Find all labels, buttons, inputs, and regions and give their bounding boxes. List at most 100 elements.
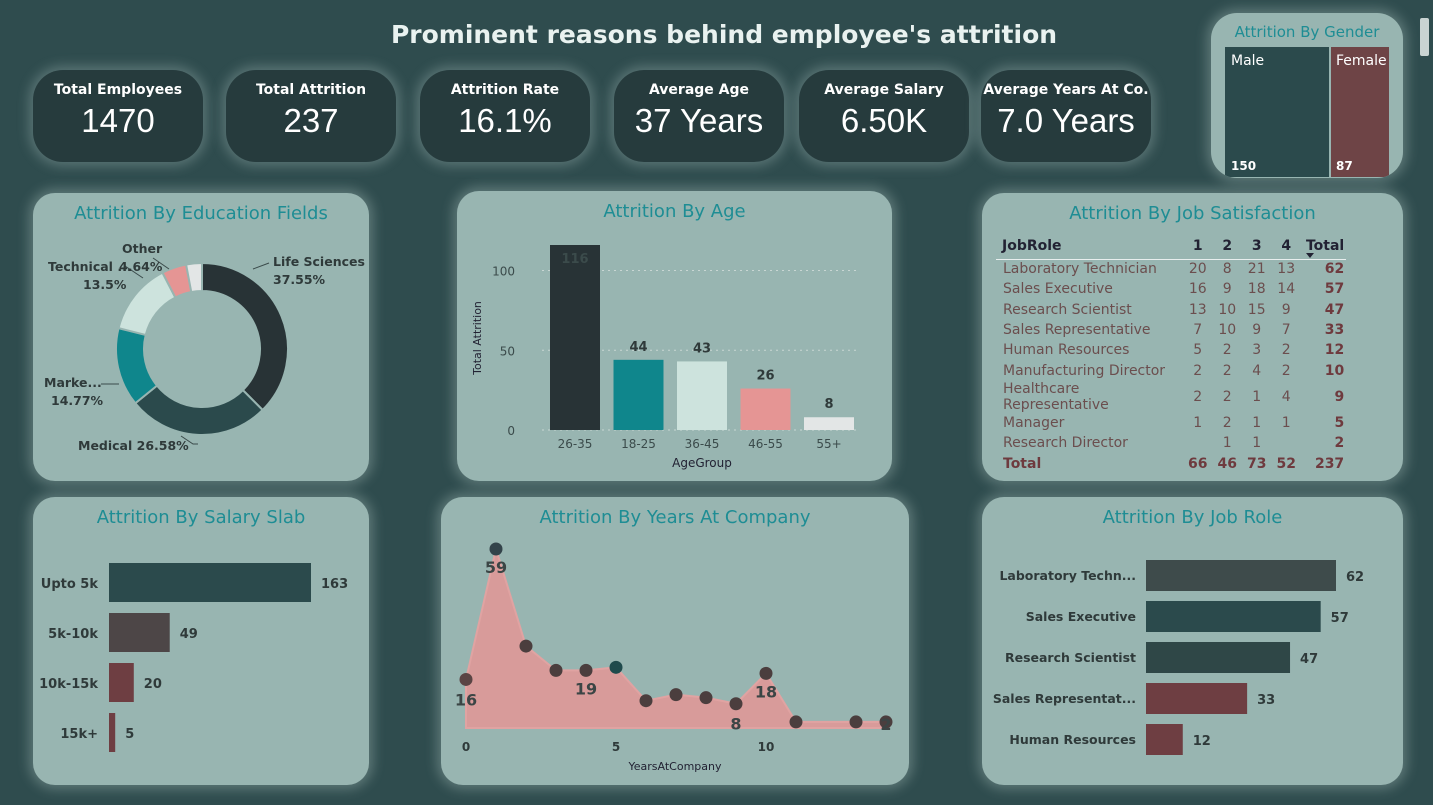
data-point[interactable] [729,697,743,711]
sort-desc-icon[interactable] [1306,253,1314,258]
table-row[interactable]: Human Resources 5 2 3 2 12 [998,340,1349,360]
y-tick-label: 50 [500,344,515,358]
x-tick-label: 36-45 [685,437,720,451]
col-header-1[interactable]: 1 [1192,238,1203,254]
gender-female-tile[interactable]: Female 87 [1331,47,1389,177]
y-tick-label: 100 [492,265,515,279]
kpi-label: Average Age [648,82,750,98]
bar-value-label: 12 [1193,734,1211,749]
kpi-label: Average Salary [824,82,944,98]
education-card[interactable]: Attrition By Education Fields Life Scien… [33,193,369,481]
jobrole-card[interactable]: Attrition By Job Role Laboratory Techn..… [982,497,1403,785]
cell-total: 62 [1324,261,1345,278]
donut-slice[interactable] [184,261,203,294]
total-value: 237 [1314,455,1345,472]
cell-total: 2 [1334,435,1345,452]
kpi-total-employees[interactable]: Total Employees 1470 [33,70,203,162]
point-value-label: 16 [455,690,477,709]
cell-count: 2 [1193,388,1203,405]
table-row[interactable]: Research Scientist 13 10 15 9 47 [998,300,1349,320]
point-value-label: 19 [575,679,597,698]
leader-line [124,265,144,279]
jobrole-bar[interactable] [1146,683,1248,714]
cell-count: 8 [1222,261,1232,278]
years-area-chart[interactable]: 16 59 19 8 18 2 0 5 10 YearsAtCompany [441,497,909,785]
age-bar-chart[interactable]: 0 50 100 Total Attrition 116 26-35 44 18-25 43 36… [457,191,892,481]
table-header-row: JobRole 1 2 3 4 Total [998,233,1349,259]
jobrole-bar[interactable] [1146,560,1336,591]
cell-jobrole: Laboratory Technician [1003,261,1157,278]
table-row[interactable]: Sales Representative 7 10 9 7 33 [998,320,1349,340]
cell-total: 10 [1324,362,1345,379]
donut-slice[interactable] [133,384,265,436]
salary-bar[interactable] [109,663,134,702]
data-point[interactable] [489,542,503,556]
col-header-4[interactable]: 4 [1281,238,1292,254]
table-row[interactable]: Laboratory Technician 20 8 21 13 62 [998,259,1349,279]
card-title: Attrition By Salary Slab [96,507,306,528]
data-point[interactable] [759,666,773,680]
age-bar[interactable] [804,417,854,430]
jobrole-bar[interactable] [1146,642,1291,673]
age-bar[interactable] [613,359,664,430]
table-row[interactable]: Healthcare Representative 2 2 1 4 9 [998,381,1349,413]
data-point[interactable] [669,688,683,702]
years-card[interactable]: Attrition By Years At Company 16 59 19 8 18 2… [441,497,909,785]
salary-bar[interactable] [109,713,116,752]
data-point[interactable] [519,639,533,653]
category-label: 5k-10k [48,627,98,642]
data-point[interactable] [699,691,713,705]
data-point[interactable] [549,663,563,677]
col-header-total[interactable]: Total [1305,238,1345,254]
table-row[interactable]: Manufacturing Director 2 2 4 2 10 [998,360,1349,380]
cell-count: 10 [1218,301,1237,318]
table-divider [996,259,1346,260]
kpi-attrition-rate[interactable]: Attrition Rate 16.1% [420,70,590,162]
cell-jobrole: Human Resources [1003,342,1130,359]
scrollbar-thumb[interactable] [1420,18,1429,56]
donut-slice[interactable] [201,261,289,412]
age-card[interactable]: Attrition By Age 0 50 100 Total Attrition 11… [457,191,892,481]
bar-value-label: 33 [1257,693,1275,708]
card-title: Attrition By Education Fields [74,203,328,224]
cell-count [1271,433,1300,453]
col-header-3[interactable]: 3 [1251,238,1262,254]
kpi-value: 16.1% [458,102,552,139]
data-point[interactable] [459,672,473,686]
col-header-jobrole[interactable]: JobRole [1002,238,1062,254]
data-point[interactable] [879,715,893,729]
age-bar[interactable] [740,388,791,430]
age-bar[interactable] [550,245,600,430]
col-header-2[interactable]: 2 [1222,238,1233,254]
table-row[interactable]: Manager 1 2 1 1 5 [998,413,1349,433]
kpi-average-salary[interactable]: Average Salary 6.50K [799,70,969,162]
gender-card[interactable]: Attrition By Gender Male 150 Female 87 [1211,13,1403,178]
education-donut-chart[interactable]: Life Sciences 37.55% Medical 26.58% Marke..… [33,193,369,481]
jobrole-bar[interactable] [1146,724,1183,755]
cell-jobrole: Research Scientist [1003,301,1132,318]
jobrole-bar[interactable] [1146,601,1321,632]
card-title: Attrition By Age [603,201,746,222]
salary-bar[interactable] [109,613,170,652]
data-point[interactable] [849,715,863,729]
satisfaction-card[interactable]: Attrition By Job Satisfaction JobRole 1 … [982,193,1403,481]
cell-jobrole: Manager [1003,414,1065,431]
salary-bar[interactable] [109,563,311,602]
data-point[interactable] [579,663,593,677]
jobrole-bar-chart[interactable]: Laboratory Techn... 62 Sales Executive 57 Re… [982,497,1403,785]
cell-count: 7 [1281,322,1291,339]
kpi-total-attrition[interactable]: Total Attrition 237 [226,70,396,162]
cell-count: 1 [1193,414,1203,431]
age-bar[interactable] [677,361,727,430]
table-row[interactable]: Sales Executive 16 9 18 14 57 [998,279,1349,299]
card-title: Attrition By Gender [1234,23,1380,41]
data-point[interactable] [609,660,623,674]
table-row[interactable]: Research Director 1 1 2 [998,433,1349,453]
salary-bar-chart[interactable]: Upto 5k 163 5k-10k 49 10k-15k 20 15k+ 5 [33,497,369,785]
kpi-average-age[interactable]: Average Age 37 Years [614,70,784,162]
data-point[interactable] [639,694,653,708]
gender-male-tile[interactable]: Male 150 [1225,47,1329,177]
kpi-average-years[interactable]: Average Years At Co. 7.0 Years [981,70,1151,162]
salary-card[interactable]: Attrition By Salary Slab Upto 5k 163 5k-10… [33,497,369,785]
data-point[interactable] [789,715,803,729]
